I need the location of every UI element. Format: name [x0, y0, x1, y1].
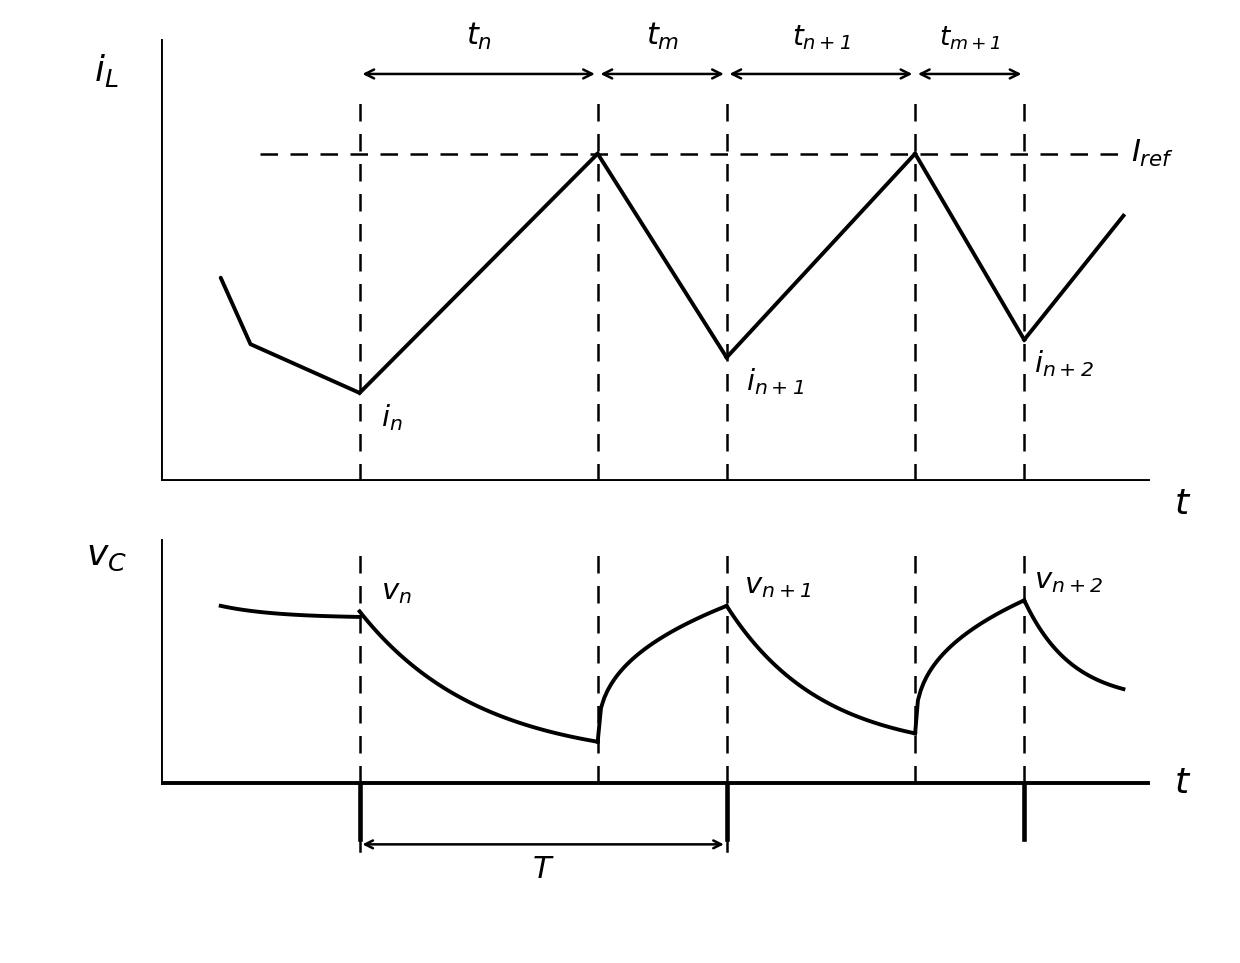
Text: $t_\mathregular{m}$: $t_\mathregular{m}$ — [646, 21, 678, 52]
Text: $t_\mathregular{n}$: $t_\mathregular{n}$ — [465, 21, 492, 52]
Text: $I_\mathregular{ref}$: $I_\mathregular{ref}$ — [1131, 138, 1174, 169]
Text: $v_\mathregular{n}$: $v_\mathregular{n}$ — [382, 578, 412, 606]
Text: $t$: $t$ — [1174, 486, 1192, 521]
Text: $i_\mathregular{n}$: $i_\mathregular{n}$ — [382, 402, 403, 432]
Text: $i_\mathregular{L}$: $i_\mathregular{L}$ — [94, 52, 119, 89]
Text: $T$: $T$ — [532, 855, 554, 884]
Text: $i_\mathregular{n+2}$: $i_\mathregular{n+2}$ — [1034, 349, 1094, 379]
Text: $t_\mathregular{n+1}$: $t_\mathregular{n+1}$ — [791, 23, 851, 52]
Text: $t$: $t$ — [1174, 767, 1192, 800]
Text: $v_\mathregular{C}$: $v_\mathregular{C}$ — [86, 539, 128, 573]
Text: $v_\mathregular{n+2}$: $v_\mathregular{n+2}$ — [1034, 567, 1104, 595]
Text: $v_\mathregular{n+1}$: $v_\mathregular{n+1}$ — [744, 572, 811, 600]
Text: $i_\mathregular{n+1}$: $i_\mathregular{n+1}$ — [746, 366, 805, 397]
Text: $t_\mathregular{m+1}$: $t_\mathregular{m+1}$ — [939, 24, 1001, 52]
